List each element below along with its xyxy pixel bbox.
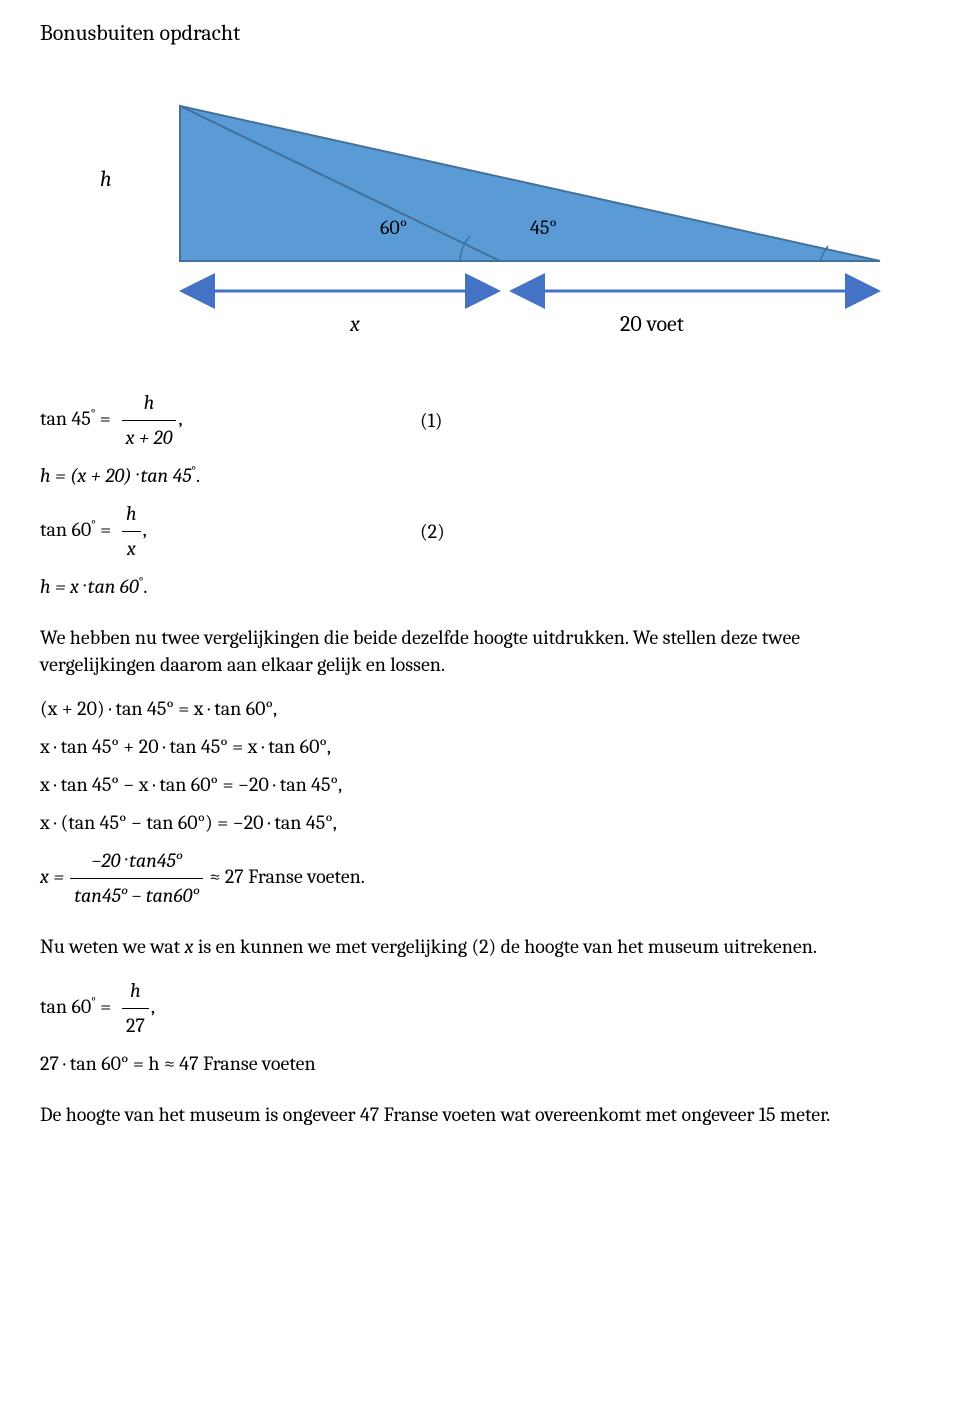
paragraph-2: Nu weten we wat x is en kunnen we met ve… — [40, 933, 920, 960]
eq1-num1: (1) — [420, 404, 443, 438]
eq1-l3-den: x — [122, 532, 141, 566]
eq3-l1-num: h — [122, 974, 149, 1009]
eq3-l1-den: 27 — [122, 1009, 149, 1043]
equation-block-2: (x + 20) · tan 45° = x · tan 60°, x · ta… — [40, 692, 920, 913]
equation-block-1: tan 45° = h x + 20 , (1) h = (x + 20) · … — [40, 386, 920, 604]
eq2-l2: x · tan 45° + 20 · tan 45° = x · tan 60°… — [40, 730, 920, 764]
equation-block-3: tan 60° = h 27 , 27 · tan 60° = h ≈ 47 F… — [40, 974, 920, 1081]
triangle-diagram — [100, 86, 900, 346]
eq2-l5-x: x = — [40, 865, 68, 888]
eq2-l5-num: −20 · tan45° — [70, 844, 203, 879]
eq3-l1-left: tan 60 — [40, 995, 91, 1018]
feet-label: 20 voet — [620, 311, 684, 337]
eq3-l2: 27 · tan 60° = h ≈ 47 Franse voeten — [40, 1047, 920, 1081]
eq2-l1: (x + 20) · tan 45° = x · tan 60°, — [40, 692, 920, 726]
h-label: h — [100, 166, 112, 192]
angle-60-label: 60° — [380, 216, 407, 239]
eq1-l1-left: tan 45 — [40, 407, 91, 430]
eq1-l1-num: h — [122, 386, 177, 421]
eq1-l3-left: tan 60 — [40, 518, 91, 541]
eq1-l4: h = x · tan 60 — [40, 575, 139, 598]
eq2-l3: x · tan 45° − x · tan 60° = −20 · tan 45… — [40, 768, 920, 802]
eq2-l5-tail: ≈ 27 Franse voeten. — [209, 865, 365, 888]
x-label: x — [350, 311, 360, 337]
eq1-num2: (2) — [420, 515, 445, 549]
eq1-l2: h = (x + 20) · tan 45 — [40, 464, 192, 487]
paragraph-3: De hoogte van het museum is ongeveer 47 … — [40, 1101, 920, 1128]
eq1-l3-num: h — [122, 497, 141, 532]
figure: h 60° 45° x 20 voet — [100, 86, 900, 346]
eq2-l4: x · (tan 45° − tan 60°) = −20 · tan 45°, — [40, 806, 920, 840]
eq1-l1-den: x + 20 — [122, 421, 177, 455]
eq2-l5-den: tan45° − tan60° — [70, 879, 203, 913]
page: Bonusbuiten opdracht h 60° 45° — [0, 0, 960, 1410]
paragraph-1: We hebben nu twee vergelijkingen die bei… — [40, 624, 920, 678]
page-title: Bonusbuiten opdracht — [40, 20, 920, 46]
angle-45-label: 45° — [530, 216, 557, 239]
